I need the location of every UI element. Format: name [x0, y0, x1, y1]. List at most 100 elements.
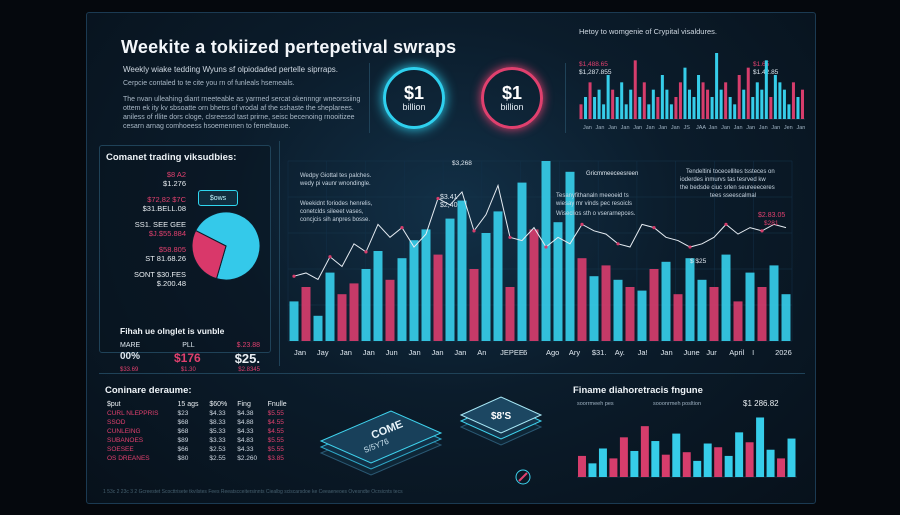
trading-value: $J.$55.884	[148, 229, 186, 238]
isometric-cards-illustration: COME S/5Y76 $8'S	[319, 396, 543, 485]
top-chart-tick: Jan	[709, 125, 718, 131]
balance-label: PLL	[182, 342, 195, 349]
trading-value: SS1. SEE GEE	[134, 220, 186, 229]
top-chart-bar	[669, 104, 673, 119]
table-cell: SUBANOES	[107, 437, 144, 444]
top-chart-bar	[683, 67, 687, 119]
balance-small: $33.69	[120, 367, 139, 373]
bottom-chart-bar	[661, 454, 670, 477]
chart-annotation: $281	[764, 220, 779, 227]
main-chart-line	[293, 183, 787, 281]
top-chart-bar	[615, 97, 619, 119]
table-cell: OS DREANES	[107, 455, 150, 462]
table-row: SUBANOES $89 $3.33 $4.83 $5.55	[105, 436, 295, 445]
line-point	[364, 250, 368, 254]
bottom-chart-bar	[640, 426, 649, 477]
x-tick-label: Ja!	[638, 348, 648, 357]
card-stack-right: $8'S	[459, 396, 543, 446]
bottom-chart-bar	[777, 458, 786, 477]
badge-unit: billion	[402, 102, 426, 112]
description-line: aniless of rllite dors cloge, clsreessd …	[123, 114, 355, 121]
chart-annotation: Tesanyfithanaln meeoeid ts	[556, 193, 629, 199]
table-row: CURL NLEPPRIS $23 $4.33 $4.38 $5.55	[105, 409, 295, 418]
currency-chip[interactable]: $ows	[198, 190, 238, 206]
table-cell: $2.53	[209, 446, 226, 453]
table-cell: $2.260	[237, 455, 258, 462]
bottom-chart-bar	[630, 450, 639, 477]
main-chart-bar	[541, 161, 551, 341]
top-chart-tick: Jan	[796, 125, 805, 131]
top-chart-bar	[706, 89, 710, 119]
main-chart-bar	[589, 276, 599, 341]
table-body: CURL NLEPPRIS $23 $4.33 $4.38 $5.55 SSOD $68 $8…	[105, 409, 295, 463]
card-layer	[319, 410, 443, 464]
top-chart-bar	[724, 82, 728, 119]
top-chart-bar	[701, 82, 705, 119]
table-header-cell: $60%	[209, 401, 228, 408]
top-chart-bar	[755, 82, 759, 119]
line-point	[472, 229, 476, 233]
top-chart-tick: JS	[683, 125, 690, 131]
table-cell: $4.38	[237, 410, 254, 417]
x-tick-label: 2026	[775, 348, 792, 357]
trading-value: ST 81.68.26	[145, 254, 186, 263]
bottom-chart-bar	[588, 463, 597, 477]
divider	[565, 63, 566, 133]
top-chart-tick: Jan	[633, 125, 642, 131]
chart-annotation: wedy pi vaunr wnondingle.	[299, 181, 371, 187]
top-chart-bar	[642, 82, 646, 119]
card-label: $8'S	[491, 411, 512, 422]
line-point	[580, 222, 584, 226]
chart-annotation: $ $25	[690, 258, 707, 265]
top-chart-tick: Jan	[621, 125, 630, 131]
main-chart-bar	[781, 294, 791, 341]
top-chart-tick: Jan	[721, 125, 730, 131]
top-chart-bar	[674, 97, 678, 119]
top-chart-bar	[742, 89, 746, 119]
main-chart-bar	[445, 218, 455, 341]
description-text: The nvan ulleahing diant rneeteable as y…	[123, 95, 383, 131]
table-cell: $4.55	[267, 428, 284, 435]
top-chart-bar	[584, 97, 588, 119]
balance-label: MARE	[120, 342, 141, 349]
trading-value: $8 A2	[166, 170, 186, 179]
bottom-chart-svg	[577, 417, 797, 478]
top-right-chart-svg: Jan Jan Jan Jan Jan Jan Jan Jan JS JAA Jan Jan Jan Ja…	[579, 53, 805, 131]
bottom-chart-bar	[693, 460, 702, 477]
balance-value: $25.	[234, 351, 260, 366]
x-tick-label: Jan	[340, 348, 352, 357]
x-tick-label: April	[729, 348, 744, 357]
top-chart-bar	[800, 89, 804, 119]
x-tick-label: An	[477, 348, 486, 357]
bottom-chart-bar	[598, 448, 607, 477]
main-chart-bar	[361, 269, 371, 341]
main-chart-bar	[337, 294, 347, 341]
table-cell: $5.55	[267, 446, 284, 453]
balance-block: Fihah ue olnglet is vunble MARE PLL $.23…	[120, 326, 260, 373]
table-cell: $80	[177, 455, 189, 462]
top-chart-tick: Jan	[734, 125, 743, 131]
x-tick-label: Jun	[386, 348, 398, 357]
table-cell: $5.33	[209, 428, 226, 435]
x-tick-label: Jan	[661, 348, 673, 357]
x-tick-label: Jan	[454, 348, 466, 357]
billion-badge-pink: $1 billion	[481, 67, 543, 129]
badge-amount: $1	[501, 83, 523, 103]
main-chart-bar	[577, 258, 587, 341]
chart-annotation: $3.41	[440, 194, 458, 201]
main-chart-bar	[697, 279, 707, 341]
trading-values-list: $8 A2 $1.276 $72,82 $7C $31.BELL.08 SS1. SEE…	[126, 170, 186, 288]
bottom-chart-bar	[756, 417, 765, 477]
chart-annotation: conetclds sileeet vases,	[300, 209, 364, 215]
bottom-chart-value-label: $1 286.82	[743, 399, 779, 408]
bottom-chart-bar	[745, 442, 754, 477]
trading-value: $1.276	[163, 179, 186, 188]
top-chart-bar	[597, 89, 601, 119]
line-point	[616, 242, 620, 246]
table-cell: $4.33	[237, 428, 254, 435]
main-chart-bar	[493, 211, 503, 341]
table-row: SOESEE $66 $2.53 $4.33 $5.55	[105, 445, 295, 454]
page-title: Weekite a tokiized pertepetival swraps	[121, 37, 457, 57]
top-chart-bar	[710, 97, 714, 119]
main-chart-bar	[565, 171, 575, 341]
